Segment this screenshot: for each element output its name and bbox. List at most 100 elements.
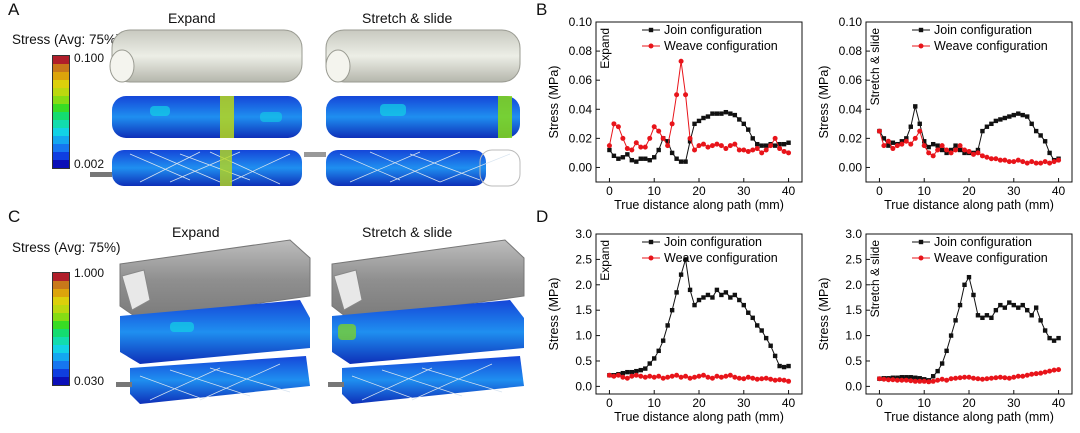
data-point [921, 378, 927, 384]
data-point [660, 135, 666, 141]
x-axis-label: True distance along path (mm) [884, 410, 1054, 424]
prism-gray-stretch [331, 239, 525, 321]
data-point [786, 378, 792, 384]
data-point [781, 148, 787, 154]
data-point [971, 292, 976, 298]
data-point [687, 287, 693, 293]
y-tick-label: 0.5 [845, 354, 862, 368]
data-point [638, 367, 643, 373]
y-tick-label: 3.0 [575, 227, 592, 241]
data-point [727, 143, 733, 149]
data-point [634, 159, 639, 164]
colorbar-step [53, 321, 69, 329]
data-point [957, 375, 963, 381]
data-point [620, 135, 626, 141]
data-point [935, 143, 940, 148]
data-point [1042, 328, 1048, 333]
data-point [1024, 372, 1030, 378]
data-point [948, 147, 954, 153]
data-point [953, 318, 958, 323]
data-point [885, 138, 891, 144]
data-point [615, 372, 621, 378]
data-point [732, 141, 738, 147]
colorbar-step [53, 72, 69, 80]
x-tick-label: 40 [1052, 184, 1066, 198]
data-point [926, 144, 931, 150]
x-tick-label: 10 [648, 184, 662, 198]
y-tick-label: 0.02 [569, 131, 593, 145]
series-line-join [609, 259, 789, 376]
x-tick-label: 30 [1007, 396, 1021, 410]
data-point [777, 377, 783, 383]
prism-stress-expand [120, 300, 310, 364]
data-point [1029, 371, 1035, 377]
colorbar-max-a: 0.100 [74, 51, 105, 65]
data-point [741, 147, 747, 153]
data-point [723, 146, 729, 152]
y-tick-label: 0.0 [575, 379, 592, 393]
data-point [643, 156, 648, 161]
x-tick-label: 20 [692, 396, 706, 410]
title-expand-a: Expand [168, 10, 216, 26]
data-point [948, 333, 954, 338]
data-point [719, 111, 724, 116]
data-point [939, 147, 945, 153]
data-point [750, 147, 756, 153]
data-point [939, 376, 945, 382]
data-point [886, 143, 891, 148]
data-point [607, 147, 612, 153]
data-point [768, 343, 773, 348]
y-tick-label: 1.5 [575, 303, 592, 317]
x-tick-label: 10 [918, 396, 932, 410]
data-point [1020, 373, 1026, 379]
data-point [1029, 313, 1034, 318]
x-tick-label: 10 [648, 396, 662, 410]
colorbar-step [53, 136, 69, 144]
data-point [651, 374, 657, 380]
data-point [786, 363, 791, 369]
data-point [997, 157, 1003, 163]
data-point [665, 323, 670, 328]
data-point [745, 148, 751, 154]
data-point [917, 376, 922, 381]
data-point [620, 374, 626, 380]
colorbar-step [53, 112, 69, 120]
legend-label: Join configuration [664, 23, 762, 37]
data-point [953, 147, 959, 153]
data-point [930, 378, 936, 384]
stent-mesh-expand [90, 150, 302, 186]
data-point [922, 139, 927, 144]
data-point [1042, 159, 1048, 165]
data-point [1038, 370, 1044, 376]
data-point [633, 372, 639, 378]
data-point [746, 127, 751, 132]
data-point [1020, 112, 1025, 118]
x-tick-label: 10 [918, 184, 932, 198]
data-point [755, 323, 760, 328]
data-point [1015, 373, 1021, 379]
data-point [674, 156, 679, 161]
data-point [750, 136, 755, 141]
x-tick-label: 30 [1007, 184, 1021, 198]
title-stretch-a: Stretch & slide [362, 10, 453, 26]
data-point [957, 143, 963, 149]
y-tick-label: 0.08 [839, 44, 863, 58]
data-point [953, 143, 958, 148]
data-point [979, 376, 985, 382]
data-point [1016, 305, 1021, 310]
data-point [678, 374, 684, 380]
data-point [763, 143, 769, 148]
data-point [912, 378, 918, 384]
data-point [755, 141, 760, 147]
data-point [984, 313, 990, 318]
legend-marker [648, 255, 654, 261]
data-point [714, 111, 720, 116]
data-point [903, 138, 909, 144]
data-point [700, 372, 706, 378]
y-tick-label: 1.0 [845, 329, 862, 343]
data-point [935, 377, 941, 383]
data-point [732, 292, 738, 298]
data-point [917, 121, 922, 127]
data-point [728, 295, 733, 300]
x-tick-label: 40 [1052, 396, 1066, 410]
